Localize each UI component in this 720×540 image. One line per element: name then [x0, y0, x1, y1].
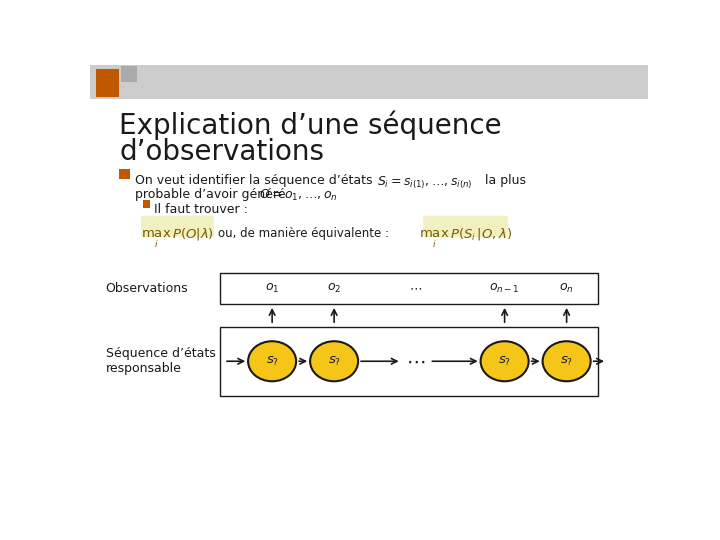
Text: $o_n$: $o_n$	[559, 281, 574, 295]
Text: $\max_i\,P(O|\lambda)$: $\max_i\,P(O|\lambda)$	[141, 226, 214, 250]
Ellipse shape	[481, 341, 528, 381]
Text: $o_1$: $o_1$	[265, 281, 279, 295]
Bar	[96, 70, 120, 97]
Text: ou, de manière équivalente :: ou, de manière équivalente :	[218, 226, 389, 240]
Ellipse shape	[543, 341, 590, 381]
Text: $s_?$: $s_?$	[266, 355, 279, 368]
Text: Observations: Observations	[106, 281, 188, 295]
Bar	[120, 168, 130, 179]
Ellipse shape	[248, 341, 296, 381]
Bar	[121, 66, 137, 82]
Text: Il faut trouver :: Il faut trouver :	[154, 204, 248, 217]
Text: $\cdots$: $\cdots$	[409, 281, 422, 295]
Text: probable d’avoir généré: probable d’avoir généré	[135, 188, 289, 201]
Text: $\max_i\,P(S_i|O,\lambda)$: $\max_i\,P(S_i|O,\lambda)$	[418, 226, 512, 250]
Text: $o_2$: $o_2$	[327, 281, 341, 295]
Bar	[220, 273, 598, 303]
Text: $O=o_1,\ldots,o_n$: $O=o_1,\ldots,o_n$	[259, 188, 338, 203]
Bar	[121, 82, 137, 97]
Text: Explication d’une séquence: Explication d’une séquence	[120, 111, 502, 140]
Ellipse shape	[310, 341, 358, 381]
Text: $s_?$: $s_?$	[498, 355, 511, 368]
Text: $\cdots$: $\cdots$	[406, 352, 425, 371]
Text: la plus: la plus	[482, 174, 526, 187]
Bar	[143, 200, 150, 208]
Text: $s_?$: $s_?$	[560, 355, 573, 368]
Text: On veut identifier la séquence d’états: On veut identifier la séquence d’états	[135, 174, 377, 187]
Text: d’observations: d’observations	[120, 138, 325, 166]
Bar	[220, 327, 598, 396]
Text: $s_?$: $s_?$	[328, 355, 341, 368]
FancyBboxPatch shape	[141, 215, 214, 237]
Text: $S_i=s_{i(1)},\ldots,s_{i(n)}$: $S_i=s_{i(1)},\ldots,s_{i(n)}$	[377, 174, 472, 191]
FancyBboxPatch shape	[423, 215, 508, 237]
Text: Séquence d’états
responsable: Séquence d’états responsable	[106, 347, 215, 375]
Text: $o_{n-1}$: $o_{n-1}$	[490, 281, 520, 295]
Bar	[90, 65, 648, 99]
